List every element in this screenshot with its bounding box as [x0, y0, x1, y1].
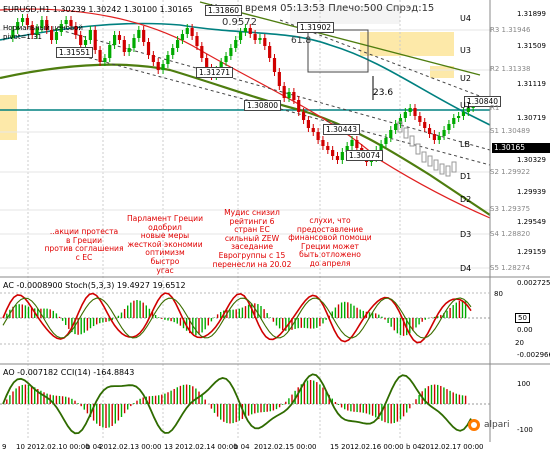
indicator-note-2: pivot=1.31 — [3, 33, 43, 41]
indicator-note-1: Нормальный ценовой — [3, 24, 83, 32]
axis-tick-2: 1.31509 — [517, 42, 546, 50]
time-axis: 9 10 2012.02.10 00:00 b 04 2012.02.13 00… — [0, 442, 550, 454]
ac-panel — [0, 292, 490, 345]
forecast-candles — [397, 121, 457, 177]
axis-tick-4: 1.30719 — [517, 114, 546, 122]
axis-tick-1: 1.31899 — [517, 10, 546, 18]
price-label-6: 1.31902 — [297, 22, 335, 33]
time-label-8: 15 2012.02.16 00:00 — [330, 443, 404, 451]
zone-mid — [430, 66, 454, 78]
channel-third — [279, 19, 491, 101]
price-label-5: 1.30074 — [346, 150, 384, 161]
brand-name: alpari — [484, 420, 510, 430]
annotation-1: ..акции протеста в Греции против соглашени… — [44, 227, 124, 262]
stoch-signal-line — [2, 297, 472, 339]
candles — [11, 14, 475, 166]
level-d1: D1 — [460, 172, 472, 181]
level-lb: LB — [460, 140, 470, 149]
stoch-main-line — [2, 292, 472, 344]
axis-tick-6: 1.29939 — [517, 188, 546, 196]
time-label-9: b 04 — [406, 443, 422, 451]
zone-left — [0, 95, 17, 140]
price-label-1: 1.31551 — [56, 47, 94, 58]
ema-upper — [199, 1, 481, 76]
axis-tick-7: 1.29549 — [517, 218, 546, 226]
level-u3: U3 — [460, 46, 471, 55]
annotation-3: Мудис снизил рейтинги 6 стран ЕС сильный ZE… — [212, 208, 292, 269]
price-label-4: 1.30443 — [323, 124, 361, 135]
fib-marker: 23.6 — [373, 88, 394, 98]
zone-top — [360, 32, 454, 56]
fib-box — [307, 29, 369, 73]
level-d4: D4 — [460, 264, 472, 273]
axis-s1: S1 1.30489 — [490, 127, 531, 135]
ac-tick-bottom: -0.002966 — [517, 351, 550, 359]
time-label-7: 2012.02.15 00:00 — [254, 443, 317, 451]
zone-overlay — [290, 6, 400, 24]
price-label-2: 1.31271 — [196, 67, 234, 78]
ac-panel-title: AC -0.0008900 Stoch(5,3,3) 19.4927 19.65… — [3, 281, 186, 290]
ao-histogram — [6, 380, 467, 428]
annotation-4: слухи, что предоставление финансовой помощ… — [288, 216, 372, 268]
ac-level-50-label: 50 — [515, 313, 530, 323]
axis-s4: S4 1.28820 — [490, 230, 531, 238]
ac-tick-top: 0.002725 — [517, 279, 550, 287]
server-time-overlay: Новое время 05:13:53 Плечо:500 Спрэд:15 — [210, 3, 435, 14]
ao-panel — [0, 373, 490, 435]
annotation-2: Парламент Греции одобрил новые меры жесткой… — [126, 214, 204, 275]
channel-upper — [59, 29, 491, 151]
axis-tick-3: 1.31119 — [517, 80, 546, 88]
level-u4: U4 — [460, 14, 471, 23]
price-label-right: 1.30840 — [464, 96, 502, 107]
level-d3: D3 — [460, 230, 472, 239]
axis-s3: S3 1.29375 — [490, 205, 531, 213]
price-label-7: 1.31860 — [205, 5, 243, 16]
cci-line — [2, 373, 472, 435]
level-u2: U2 — [460, 74, 471, 83]
ac-level-20-label: 20 — [515, 339, 524, 347]
ao-tick-bottom: -100 — [517, 426, 533, 434]
ma-red — [0, 8, 491, 219]
axis-tick-5: 1.30329 — [517, 156, 546, 164]
ac-tick-mid: 0.00 — [517, 326, 533, 334]
axis-r3: R3 1.31946 — [490, 26, 531, 34]
time-label-2: 10 2012.02.10 00:00 — [16, 443, 90, 451]
time-label-3: b 04 — [86, 443, 102, 451]
level-u1: U1 — [460, 101, 471, 110]
ma-teal — [0, 22, 491, 126]
level-d2: D2 — [460, 195, 472, 204]
axis-r2: R2 1.31338 — [490, 65, 531, 73]
time-label-4: 2012.02.13 00:00 — [99, 443, 162, 451]
axis-s2: S2 1.29922 — [490, 168, 531, 176]
ac-level-80-label: 80 — [494, 290, 503, 298]
symbol-info: EURUSD,H1 1.30239 1.30242 1.30100 1.3016… — [3, 5, 193, 14]
current-price-badge: 1.30165 — [492, 143, 550, 153]
overlay-price: 0.9572 — [222, 17, 257, 28]
time-label-5: 13 2012.02.14 00:00 — [164, 443, 238, 451]
price-label-3: 1.30800 — [244, 100, 282, 111]
ao-panel-title: AO -0.007182 CCI(14) -164.8843 — [3, 368, 135, 377]
time-label-6: b 04 — [234, 443, 250, 451]
axis-r1: R1 — [490, 104, 500, 112]
axis-tick-8: 1.29159 — [517, 248, 546, 256]
fib-marker-2: 61.8 — [291, 36, 312, 46]
ema-green — [0, 63, 491, 216]
time-label-10: 2012.02.17 00:00 — [421, 443, 484, 451]
axis-s5: S5 1.28274 — [490, 264, 531, 272]
ao-tick-top: 100 — [517, 380, 531, 388]
time-label-1: 9 — [2, 443, 7, 451]
